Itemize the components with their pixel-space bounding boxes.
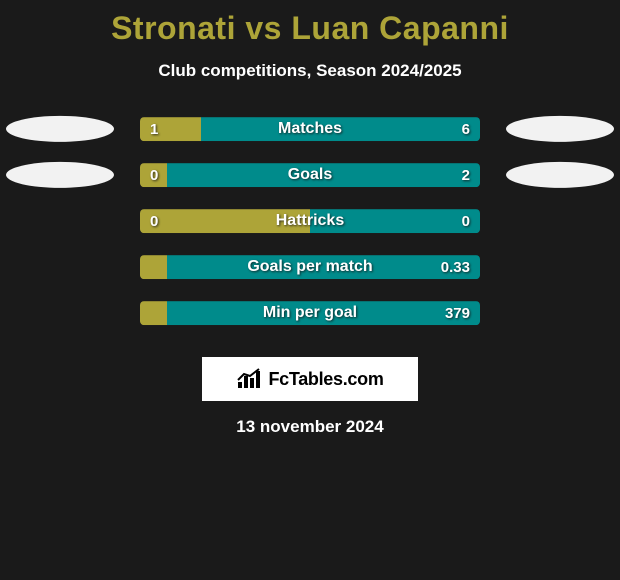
subtitle: Club competitions, Season 2024/2025 [0,61,620,81]
comparison-rows: 16Matches 02Goals 00Hattricks 0.33Goals per… [0,109,620,339]
player-left-marker [6,116,114,142]
stat-bar-left [140,209,310,233]
stat-bar: 16Matches [140,117,480,141]
stat-bar-right [201,117,480,141]
chart-bars-icon [236,368,262,390]
fctables-logo: FcTables.com [202,357,418,401]
player-left-marker [6,162,114,188]
stat-row: 0.33Goals per match [0,247,620,293]
player-right-marker [506,116,614,142]
logo-text: FcTables.com [268,369,383,390]
stat-bar-left [140,301,167,325]
date-label: 13 november 2024 [0,417,620,437]
stat-bar-right [167,301,480,325]
stat-bar-right [167,163,480,187]
stat-bar: 00Hattricks [140,209,480,233]
stat-bar: 379Min per goal [140,301,480,325]
stat-row: 02Goals [0,155,620,201]
stat-bar-left [140,163,167,187]
stat-bar-left [140,117,201,141]
player-right-marker [506,162,614,188]
stat-row: 00Hattricks [0,201,620,247]
stat-row: 16Matches [0,109,620,155]
stat-bar-right [167,255,480,279]
stat-bar: 0.33Goals per match [140,255,480,279]
stat-bar: 02Goals [140,163,480,187]
page-title: Stronati vs Luan Capanni [0,0,620,47]
stat-row: 379Min per goal [0,293,620,339]
stat-bar-right [310,209,480,233]
stat-bar-left [140,255,167,279]
